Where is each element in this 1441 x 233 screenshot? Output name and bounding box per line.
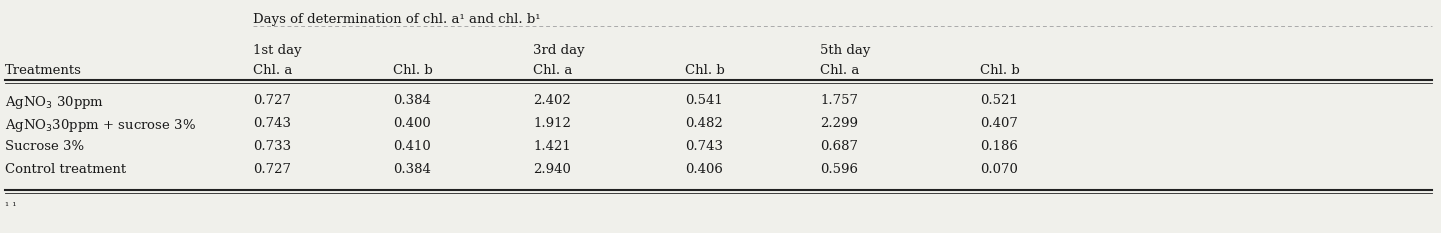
Text: 2.940: 2.940 (533, 163, 571, 176)
Text: Sucrose 3%: Sucrose 3% (4, 140, 84, 153)
Text: ¹ ¹: ¹ ¹ (4, 202, 16, 211)
Text: Chl. b: Chl. b (684, 64, 725, 77)
Text: AgNO$_3$ 30ppm: AgNO$_3$ 30ppm (4, 94, 104, 111)
Text: Chl. a: Chl. a (254, 64, 293, 77)
Text: Chl. a: Chl. a (820, 64, 859, 77)
Text: 0.400: 0.400 (393, 117, 431, 130)
Text: 0.070: 0.070 (980, 163, 1017, 176)
Text: 0.407: 0.407 (980, 117, 1017, 130)
Text: 0.521: 0.521 (980, 94, 1017, 107)
Text: 0.743: 0.743 (684, 140, 723, 153)
Text: AgNO$_3$30ppm + sucrose 3%: AgNO$_3$30ppm + sucrose 3% (4, 117, 196, 134)
Text: 1.912: 1.912 (533, 117, 571, 130)
Text: 2.402: 2.402 (533, 94, 571, 107)
Text: Days of determination of chl. a¹ and chl. b¹: Days of determination of chl. a¹ and chl… (254, 13, 540, 26)
Text: 0.482: 0.482 (684, 117, 723, 130)
Text: 1.757: 1.757 (820, 94, 857, 107)
Text: 2.299: 2.299 (820, 117, 857, 130)
Text: 5th day: 5th day (820, 44, 870, 57)
Text: 0.384: 0.384 (393, 163, 431, 176)
Text: 0.743: 0.743 (254, 117, 291, 130)
Text: 0.186: 0.186 (980, 140, 1017, 153)
Text: 0.384: 0.384 (393, 94, 431, 107)
Text: 3rd day: 3rd day (533, 44, 585, 57)
Text: Control treatment: Control treatment (4, 163, 127, 176)
Text: Treatments: Treatments (4, 64, 82, 77)
Text: 1st day: 1st day (254, 44, 301, 57)
Text: 0.596: 0.596 (820, 163, 857, 176)
Text: 0.541: 0.541 (684, 94, 723, 107)
Text: 0.687: 0.687 (820, 140, 857, 153)
Text: 1.421: 1.421 (533, 140, 571, 153)
Text: 0.406: 0.406 (684, 163, 723, 176)
Text: 0.733: 0.733 (254, 140, 291, 153)
Text: 0.727: 0.727 (254, 163, 291, 176)
Text: Chl. a: Chl. a (533, 64, 572, 77)
Text: 0.727: 0.727 (254, 94, 291, 107)
Text: Chl. b: Chl. b (980, 64, 1020, 77)
Text: 0.410: 0.410 (393, 140, 431, 153)
Text: Chl. b: Chl. b (393, 64, 432, 77)
